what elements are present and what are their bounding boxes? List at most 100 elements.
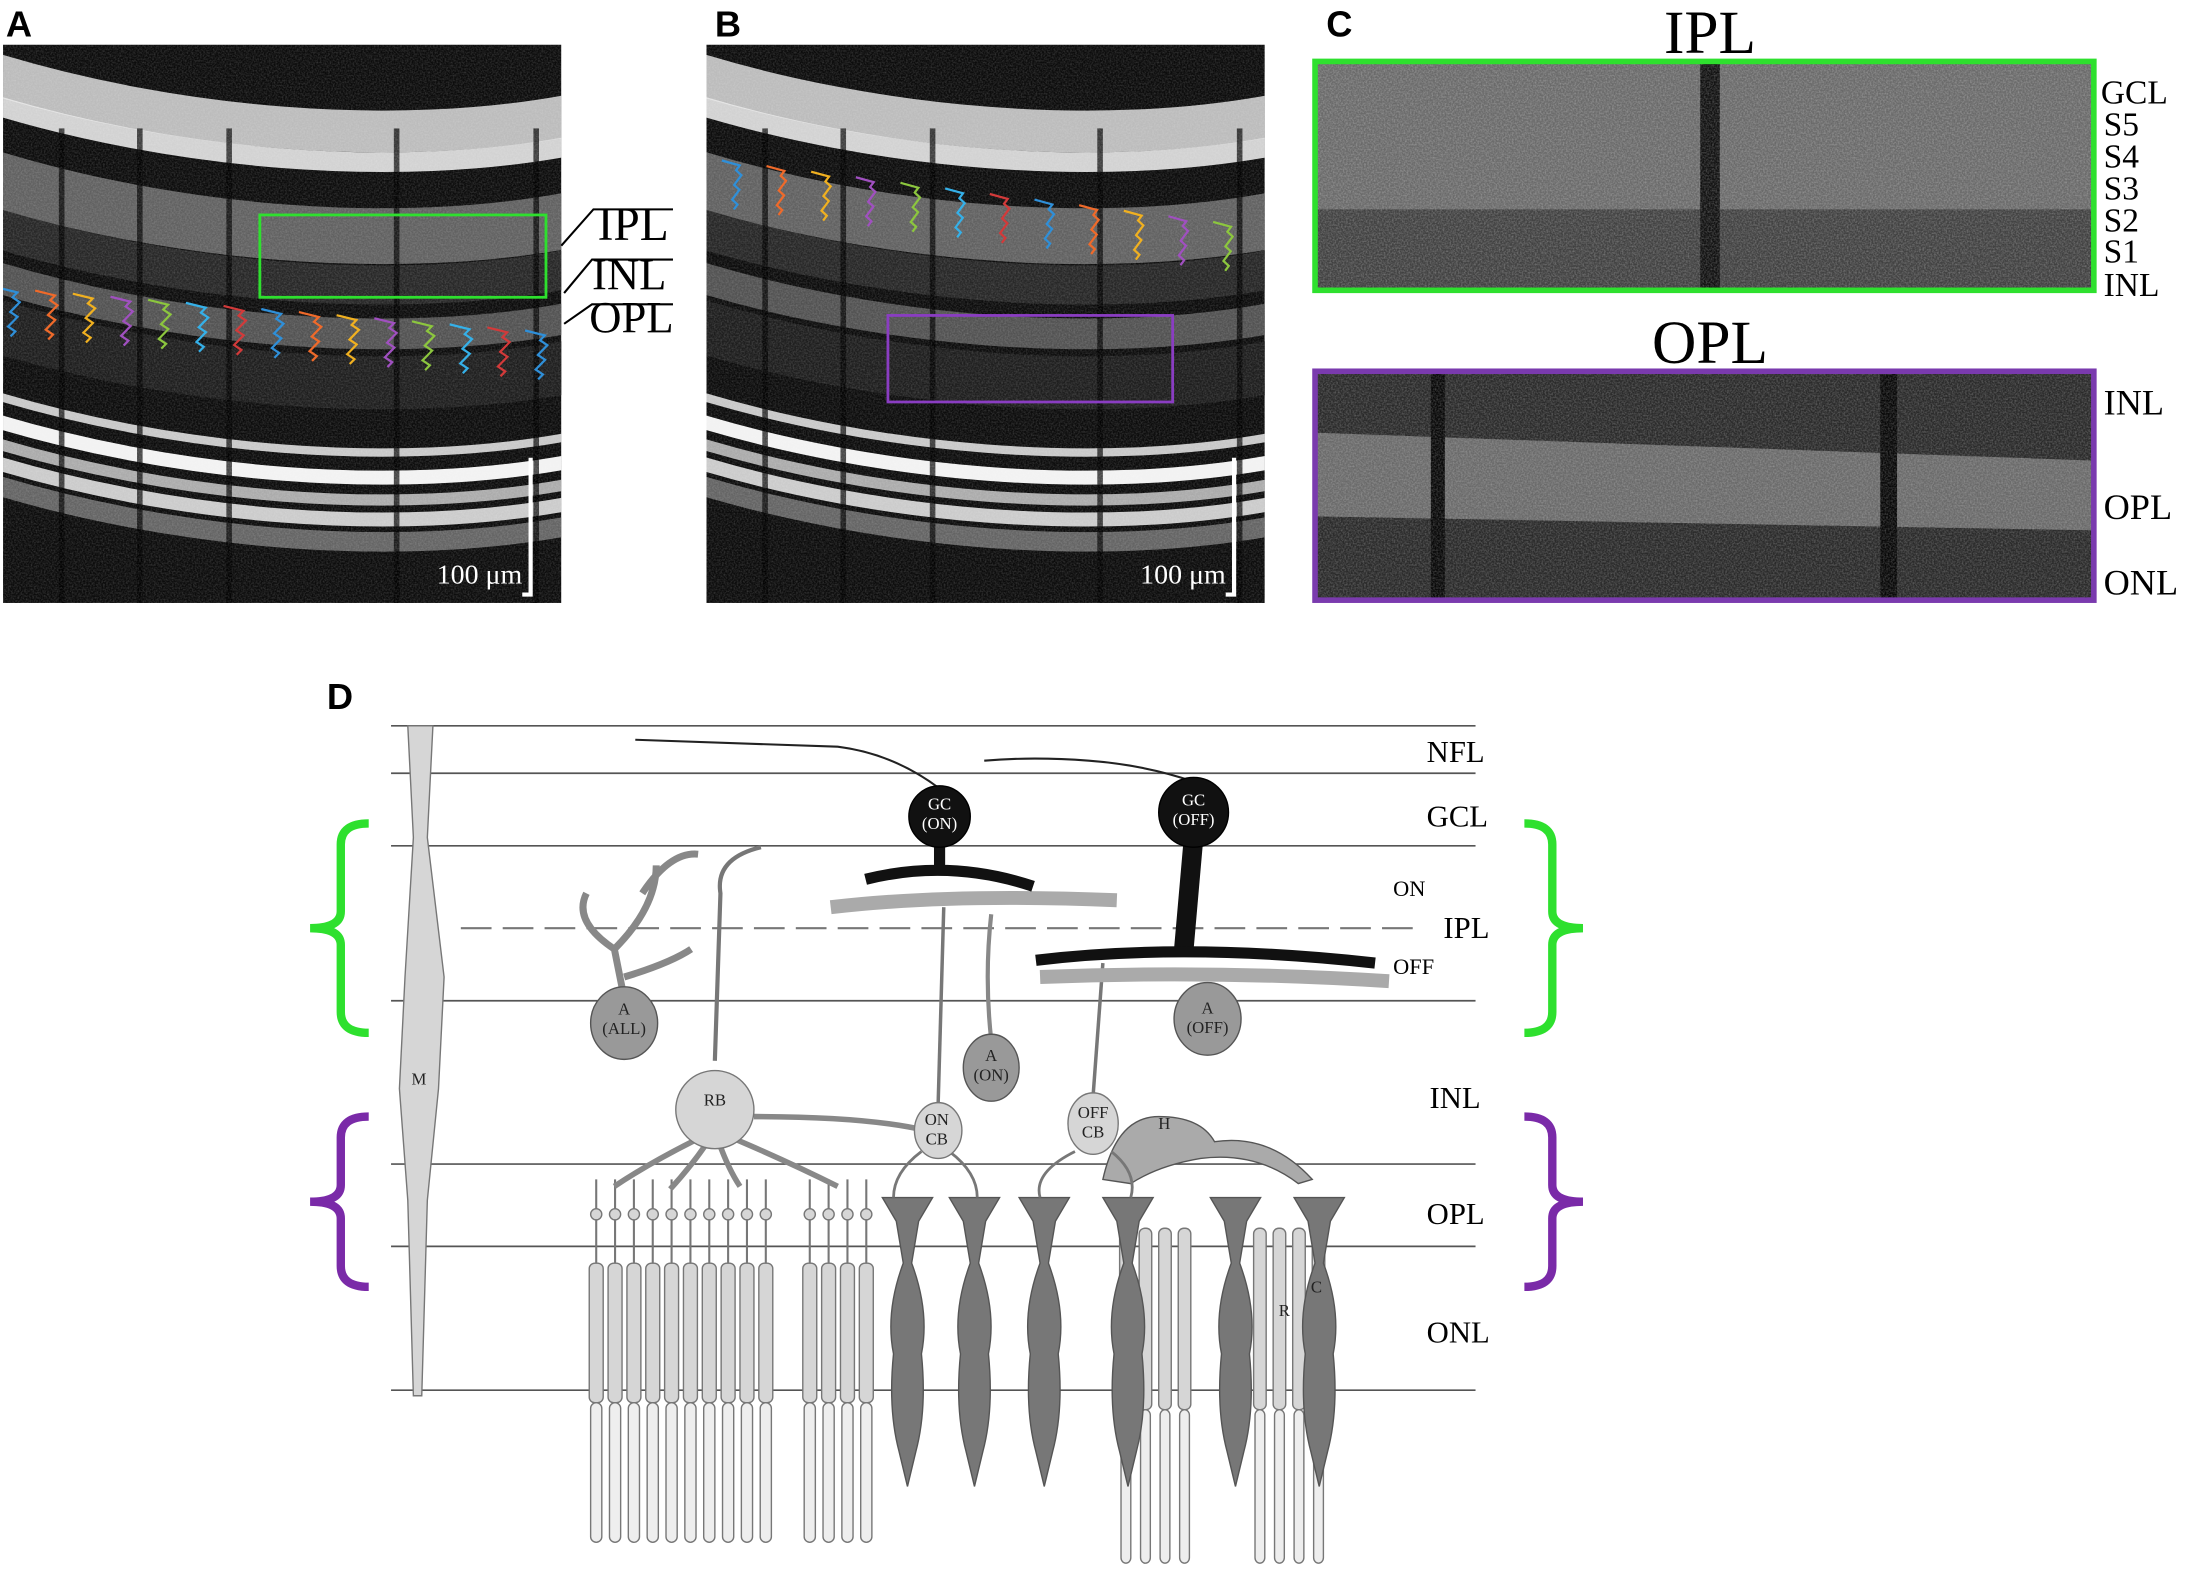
oct-image-b — [706, 44, 1265, 603]
rod-outer-segment — [803, 1402, 817, 1543]
leader-line — [563, 303, 673, 325]
retina-diagram — [310, 724, 1584, 1564]
rod-cell — [802, 1262, 818, 1404]
panel-label: C — [1326, 3, 1352, 44]
profile-trace — [1168, 215, 1190, 266]
roi-box — [258, 213, 548, 299]
profile-trace — [223, 304, 248, 356]
profile-trace — [1034, 198, 1056, 250]
cell-label: C — [1311, 1277, 1322, 1296]
oct-image-a — [3, 44, 562, 603]
profile-trace — [34, 289, 60, 341]
profile-trace — [524, 329, 550, 381]
rod-outer-segment — [721, 1402, 735, 1543]
rod-outer-segment — [1178, 1409, 1191, 1564]
cell-label: R — [1279, 1301, 1291, 1320]
rod-outer-segment — [608, 1402, 622, 1543]
layer-label: IPL — [598, 199, 669, 251]
rod-cell — [839, 1262, 856, 1404]
profile-trace — [1078, 204, 1101, 255]
gc-off-stalk — [1174, 836, 1204, 950]
roi-box — [886, 314, 1175, 404]
profile-trace — [1123, 209, 1145, 261]
panel-label: A — [6, 3, 32, 44]
scale-bar — [1225, 457, 1237, 597]
bracket — [310, 819, 369, 1038]
rod-spherule — [646, 1208, 660, 1221]
ipl-zoom — [1315, 61, 2094, 291]
panel-label: B — [715, 3, 741, 44]
rb-dendrites — [612, 1113, 951, 1192]
cell-label: (ON) — [922, 814, 957, 833]
rod-outer-segment — [684, 1402, 697, 1543]
rod-outer-segment — [1139, 1409, 1152, 1564]
cell-label: CB — [1082, 1123, 1104, 1142]
rod-spherule — [589, 1208, 603, 1221]
rod-cell — [1252, 1227, 1267, 1411]
profile-trace — [336, 314, 361, 365]
cell-label: A — [985, 1046, 997, 1065]
rod-spherule — [627, 1208, 641, 1221]
cone-cell — [1017, 1196, 1071, 1487]
cell-label: RB — [704, 1090, 726, 1109]
bracket — [310, 1112, 369, 1292]
rod-spherule — [860, 1208, 873, 1221]
rod-cell — [758, 1262, 774, 1404]
rod-spherule — [665, 1208, 678, 1221]
scale-bar-label: 100 μm — [1140, 559, 1226, 590]
cell-label: (OFF) — [1187, 1018, 1229, 1037]
off-stratum — [1039, 967, 1390, 989]
zoom-frame — [1312, 58, 2097, 294]
rod-cell — [739, 1262, 755, 1404]
layer-label: S4 — [2104, 138, 2140, 175]
rod-outer-segment — [646, 1402, 660, 1543]
bracket — [1524, 1112, 1584, 1292]
on-stratum — [829, 890, 1118, 915]
cell-label: M — [412, 1069, 427, 1088]
rod-cell — [588, 1262, 604, 1404]
soma — [913, 1101, 963, 1160]
layer-label: ONL — [2104, 563, 2179, 603]
profile-trace — [900, 181, 922, 233]
rod-outer-segment — [860, 1402, 873, 1543]
cell-label: A — [618, 1000, 630, 1019]
layer-label: OPL — [1427, 1197, 1485, 1231]
layer-label: S2 — [2104, 203, 2139, 240]
cell-label: ON — [925, 1110, 949, 1129]
profile-trace — [185, 301, 210, 353]
rod-spherule — [841, 1208, 854, 1221]
horizontal-cell — [1102, 1115, 1314, 1185]
layer-label: IPL — [1443, 911, 1489, 945]
cb-dendrites — [892, 1150, 1134, 1198]
gc-off-dendrites — [1035, 946, 1376, 969]
layer-label: OPL — [2104, 487, 2173, 527]
cell-label: CB — [926, 1130, 948, 1149]
profile-trace — [260, 307, 286, 359]
rod-outer-segment — [665, 1402, 678, 1543]
gc-axon — [984, 757, 1194, 783]
profile-trace — [487, 326, 512, 378]
layer-label: INL — [2104, 267, 2160, 304]
cell-label: (OFF) — [1173, 810, 1215, 829]
layer-label: GCL — [1427, 799, 1488, 833]
cell-label: (ON) — [974, 1065, 1009, 1084]
rod-spherule — [740, 1208, 754, 1221]
profile-trace — [721, 159, 743, 211]
cone-cell — [1292, 1196, 1346, 1487]
leader-line — [563, 258, 673, 294]
rod-spherule — [608, 1208, 622, 1221]
speckle — [1315, 61, 2094, 291]
cell-label: GC — [928, 795, 951, 814]
cell-label: (ALL) — [602, 1019, 646, 1038]
profile-trace — [110, 295, 135, 347]
on-cb-axon — [936, 907, 946, 1103]
rb-axon — [712, 845, 762, 1061]
profile-trace — [411, 320, 437, 371]
leader-line — [560, 208, 673, 247]
profile-trace — [810, 170, 833, 222]
layer-label: INL — [592, 249, 666, 299]
cone-cell — [1209, 1196, 1262, 1487]
cell-label: H — [1158, 1114, 1170, 1133]
zoom-frame — [1312, 368, 2097, 603]
soma — [908, 785, 971, 848]
